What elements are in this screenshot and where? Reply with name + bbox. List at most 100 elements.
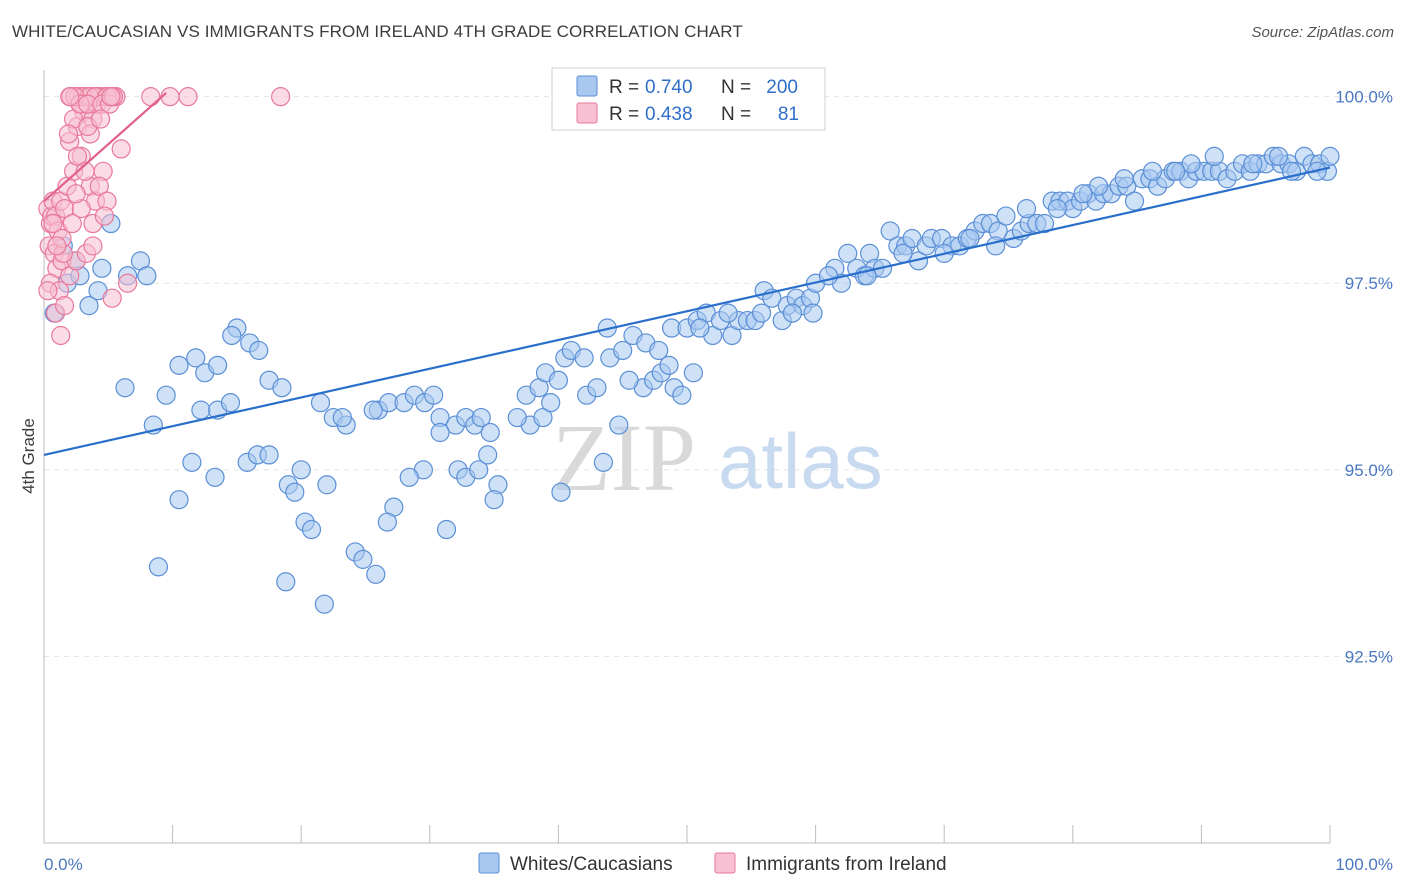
data-point-ireland bbox=[62, 213, 82, 234]
data-point-whites bbox=[718, 303, 738, 323]
watermark-atlas: atlas bbox=[718, 417, 883, 505]
data-point-whites bbox=[1114, 169, 1134, 189]
series-ireland-points bbox=[38, 87, 291, 346]
data-point-whites bbox=[92, 258, 112, 278]
data-point-whites bbox=[191, 400, 211, 420]
data-point-whites bbox=[169, 490, 189, 510]
data-point-whites bbox=[353, 549, 373, 569]
data-point-whites bbox=[285, 482, 305, 502]
data-point-ireland bbox=[51, 325, 71, 346]
data-point-ireland bbox=[271, 87, 291, 107]
data-point-whites bbox=[310, 393, 331, 413]
legend-swatch-blue bbox=[576, 75, 598, 97]
data-point-ireland bbox=[102, 288, 122, 308]
data-point-whites bbox=[291, 460, 311, 480]
data-point-whites bbox=[541, 393, 561, 413]
data-point-whites bbox=[480, 422, 500, 443]
data-point-whites bbox=[169, 355, 189, 375]
data-point-whites bbox=[220, 393, 241, 413]
data-point-whites bbox=[276, 572, 296, 592]
trend-lines bbox=[43, 92, 1331, 456]
chart-title: WHITE/CAUCASIAN VS IMMIGRANTS FROM IRELA… bbox=[12, 22, 743, 41]
data-point-whites bbox=[208, 355, 228, 375]
data-point-whites bbox=[332, 407, 352, 428]
data-point-ireland bbox=[66, 184, 86, 204]
data-point-ireland bbox=[111, 139, 131, 159]
data-point-whites bbox=[533, 407, 553, 428]
y-tick-labels: 92.5% 95.0% 97.5% 100.0% bbox=[1335, 88, 1393, 667]
data-point-whites bbox=[436, 519, 457, 540]
y-tick-label: 92.5% bbox=[1345, 647, 1393, 666]
data-point-whites bbox=[1034, 213, 1055, 234]
data-point-whites bbox=[222, 325, 242, 346]
data-point-ireland bbox=[43, 213, 63, 234]
legend-box: R = 0.740 N = 200 R = 0.438 N = 81 bbox=[551, 67, 826, 131]
bottom-legend-swatch-pink bbox=[714, 852, 736, 874]
y-axis-label: 4th Grade bbox=[19, 418, 38, 494]
data-point-ireland bbox=[47, 236, 67, 256]
data-point-whites bbox=[205, 467, 225, 487]
data-point-whites bbox=[301, 519, 322, 540]
data-point-whites bbox=[619, 370, 639, 390]
data-point-whites bbox=[803, 303, 823, 323]
data-point-whites bbox=[649, 340, 669, 361]
data-point-ireland bbox=[101, 87, 121, 107]
data-point-whites bbox=[148, 557, 169, 577]
data-point-whites bbox=[1124, 191, 1145, 211]
data-point-ireland bbox=[67, 146, 88, 166]
bottom-legend-label-whites: Whites/Caucasians bbox=[510, 854, 673, 875]
legend-r-value-1: 0.740 bbox=[645, 77, 693, 98]
trend-line-whites bbox=[43, 166, 1331, 456]
data-point-ireland bbox=[54, 296, 75, 316]
data-point-whites bbox=[986, 236, 1006, 256]
series-whites-points bbox=[44, 146, 1340, 614]
data-point-whites bbox=[1268, 146, 1289, 166]
y-tick-label: 95.0% bbox=[1345, 461, 1393, 480]
data-point-whites bbox=[507, 407, 527, 428]
data-point-whites bbox=[471, 407, 491, 428]
legend-n-value-2: 81 bbox=[778, 104, 799, 125]
x-tick-label-max: 100.0% bbox=[1335, 855, 1393, 874]
data-point-whites bbox=[1016, 199, 1037, 219]
data-point-ireland bbox=[141, 87, 161, 107]
data-point-whites bbox=[484, 490, 504, 510]
legend-n-label-1: N = bbox=[721, 77, 751, 98]
data-point-whites bbox=[1181, 154, 1201, 174]
data-point-whites bbox=[363, 400, 383, 420]
data-point-ireland bbox=[58, 124, 79, 144]
data-point-whites bbox=[960, 228, 980, 249]
legend-r-label-2: R = bbox=[609, 104, 639, 125]
data-point-whites bbox=[609, 415, 629, 435]
data-point-whites bbox=[1073, 184, 1093, 204]
bottom-legend-swatch-blue bbox=[478, 852, 500, 874]
data-point-ireland bbox=[83, 236, 103, 256]
data-point-whites bbox=[1166, 161, 1186, 181]
legend-swatch-pink bbox=[576, 102, 598, 124]
data-point-whites bbox=[672, 385, 692, 405]
data-point-whites bbox=[186, 348, 206, 368]
data-point-whites bbox=[424, 385, 444, 405]
bottom-legend: Whites/Caucasians Immigrants from Irelan… bbox=[478, 852, 947, 875]
data-point-whites bbox=[683, 363, 704, 383]
data-point-ireland bbox=[94, 206, 115, 226]
y-tick-label: 100.0% bbox=[1335, 88, 1393, 107]
data-point-ireland bbox=[89, 176, 109, 196]
data-point-whites bbox=[478, 445, 498, 465]
data-point-whites bbox=[249, 340, 269, 361]
data-point-whites bbox=[548, 370, 569, 390]
data-point-ireland bbox=[38, 281, 58, 301]
data-point-whites bbox=[182, 452, 202, 472]
data-point-whites bbox=[1243, 154, 1263, 174]
data-point-whites bbox=[1204, 146, 1224, 166]
data-point-whites bbox=[317, 475, 337, 495]
legend-r-value-2: 0.438 bbox=[645, 104, 693, 125]
data-point-whites bbox=[1142, 161, 1163, 181]
data-point-whites bbox=[838, 243, 858, 263]
data-point-whites bbox=[690, 318, 710, 338]
data-point-whites bbox=[366, 564, 386, 584]
data-point-whites bbox=[137, 266, 157, 286]
data-point-whites bbox=[551, 482, 571, 502]
bottom-legend-label-ireland: Immigrants from Ireland bbox=[746, 854, 947, 875]
legend-r-label-1: R = bbox=[609, 77, 639, 98]
